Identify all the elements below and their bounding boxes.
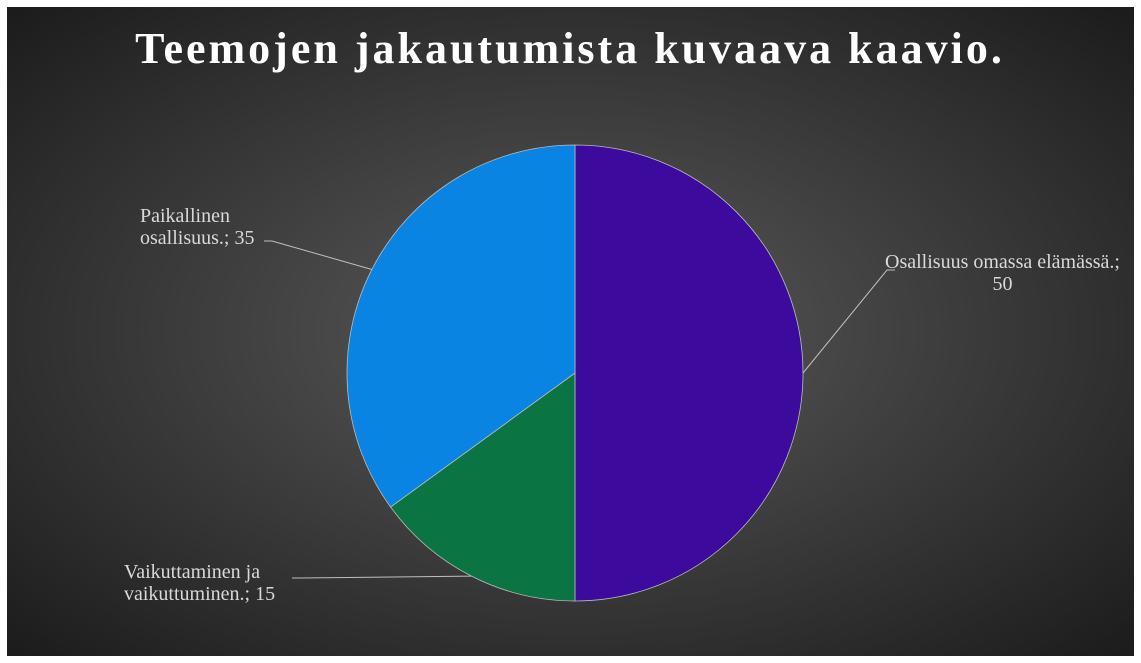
data-label: Osallisuus omassa elämässä.; 50 — [885, 251, 1120, 295]
data-label: Vaikuttaminen ja vaikuttuminen.; 15 — [124, 561, 276, 605]
leader-line — [264, 240, 372, 270]
pie-slice — [574, 144, 804, 602]
leader-line — [802, 269, 895, 374]
leader-line — [292, 575, 472, 579]
chart-area: Teemojen jakautumista kuvaava kaavio. Os… — [7, 7, 1134, 656]
data-label: Paikallinen osallisuus.; 35 — [140, 205, 255, 249]
chart: Teemojen jakautumista kuvaava kaavio. — [7, 7, 1134, 656]
chart-title: Teemojen jakautumista kuvaava kaavio. — [135, 24, 1005, 73]
